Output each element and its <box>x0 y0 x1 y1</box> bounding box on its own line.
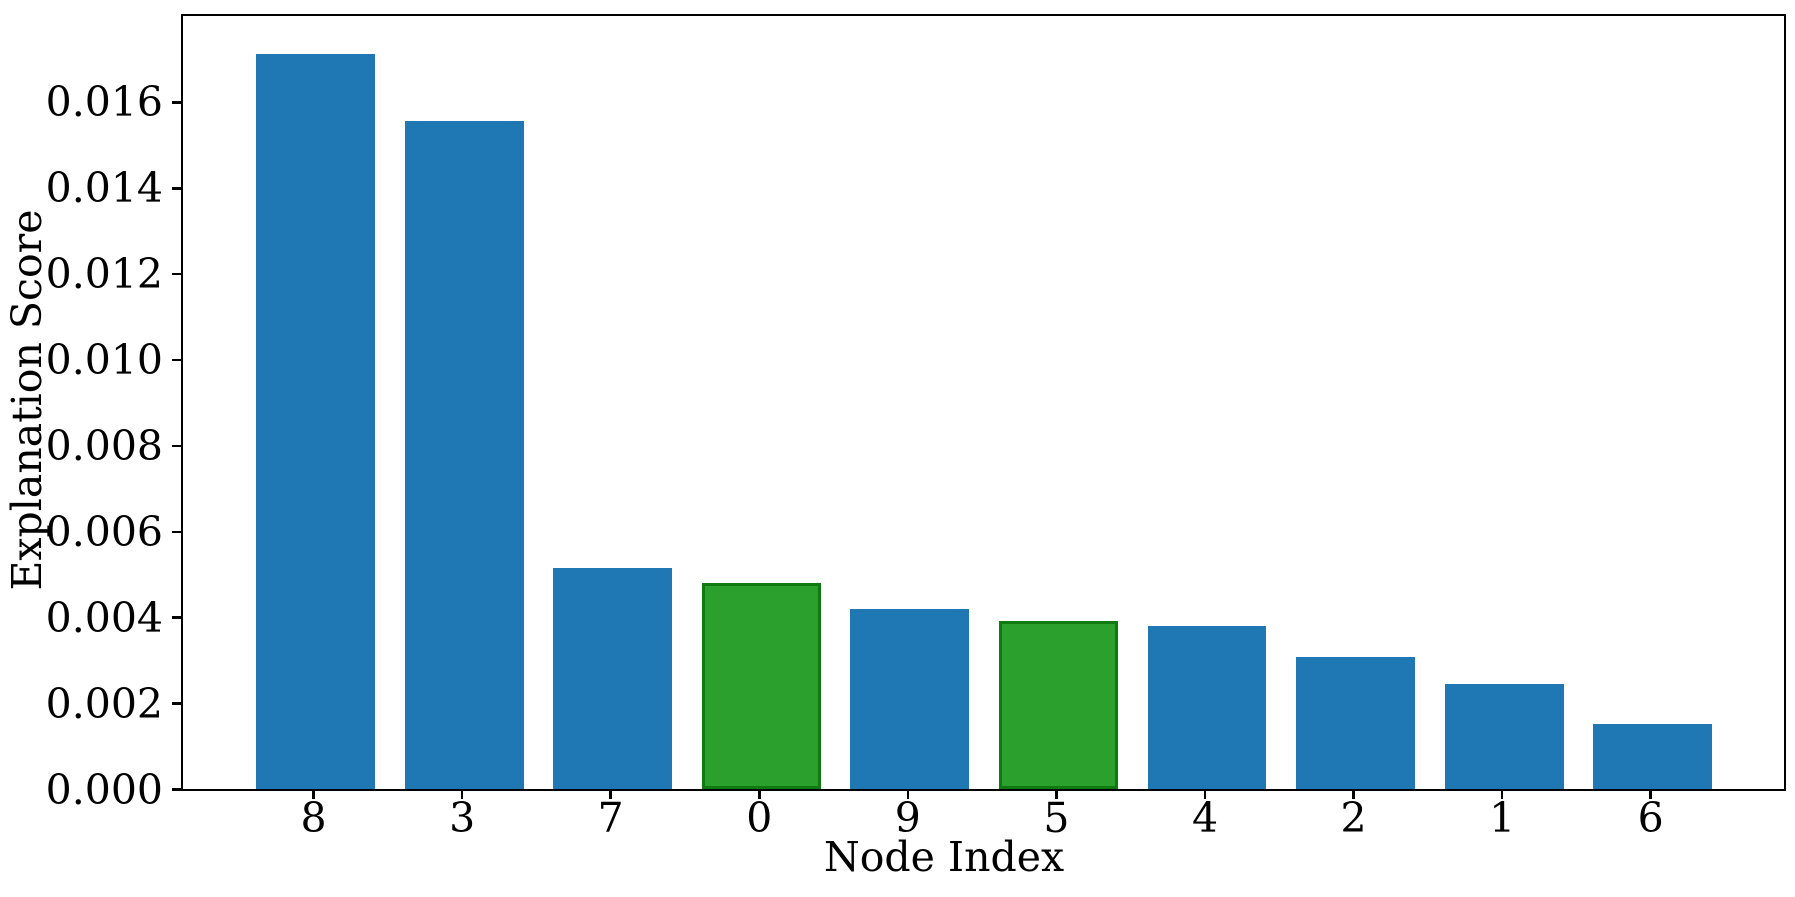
x-tick-mark <box>1352 789 1355 799</box>
y-tick-mark <box>172 444 181 448</box>
y-tick-label: 0.014 <box>45 164 163 213</box>
x-tick-mark <box>1203 789 1207 799</box>
plot-area <box>181 14 1786 791</box>
x-tick-mark <box>312 789 315 799</box>
y-tick-label: 0.016 <box>45 78 163 127</box>
y-tick-label: 0.006 <box>45 507 163 556</box>
y-axis-label: Explanation Score <box>3 209 51 591</box>
x-axis-label: Node Index <box>823 833 1065 881</box>
y-tick-mark <box>172 702 181 705</box>
bar-node-6 <box>1593 723 1713 789</box>
y-tick-mark <box>172 272 181 276</box>
y-tick-mark <box>172 187 181 190</box>
x-tick-mark <box>1500 789 1504 799</box>
x-tick-mark <box>906 789 910 799</box>
bar-node-4 <box>1147 625 1267 789</box>
bar-node-1 <box>1444 684 1564 789</box>
y-tick-label: 0.004 <box>45 593 163 642</box>
y-tick-label: 0.010 <box>45 336 163 385</box>
x-tick-label: 2 <box>1340 794 1367 842</box>
bar-node-3 <box>404 121 524 789</box>
y-tick-label: 0.002 <box>45 679 163 728</box>
bar-node-7 <box>553 567 673 789</box>
x-tick-label: 5 <box>1043 794 1070 842</box>
x-tick-label: 1 <box>1489 794 1516 842</box>
x-tick-label: 4 <box>1191 794 1219 842</box>
x-tick-label: 8 <box>300 794 327 842</box>
x-tick-label: 7 <box>597 794 624 842</box>
y-tick-mark <box>172 358 181 362</box>
y-tick-mark <box>172 101 181 104</box>
x-tick-mark <box>1649 789 1652 799</box>
y-tick-label: 0.000 <box>45 765 163 814</box>
y-tick-mark <box>172 616 181 619</box>
bar-node-0 <box>701 582 821 789</box>
y-tick-mark <box>172 788 181 791</box>
x-tick-label: 6 <box>1637 794 1664 842</box>
bars-container <box>183 16 1784 789</box>
bar-node-8 <box>256 53 375 789</box>
y-tick-label: 0.008 <box>45 421 163 470</box>
x-tick-mark <box>1055 789 1058 799</box>
x-tick-mark <box>758 789 761 799</box>
y-tick-label: 0.012 <box>45 250 163 299</box>
x-tick-label: 0 <box>746 794 773 842</box>
x-tick-label: 3 <box>449 794 476 842</box>
x-tick-mark <box>460 789 464 799</box>
x-tick-label: 9 <box>894 794 921 842</box>
y-tick-mark <box>172 530 181 534</box>
x-tick-mark <box>609 789 612 799</box>
bar-node-9 <box>850 608 970 789</box>
bar-node-2 <box>1296 656 1415 789</box>
bar-node-5 <box>999 620 1118 789</box>
